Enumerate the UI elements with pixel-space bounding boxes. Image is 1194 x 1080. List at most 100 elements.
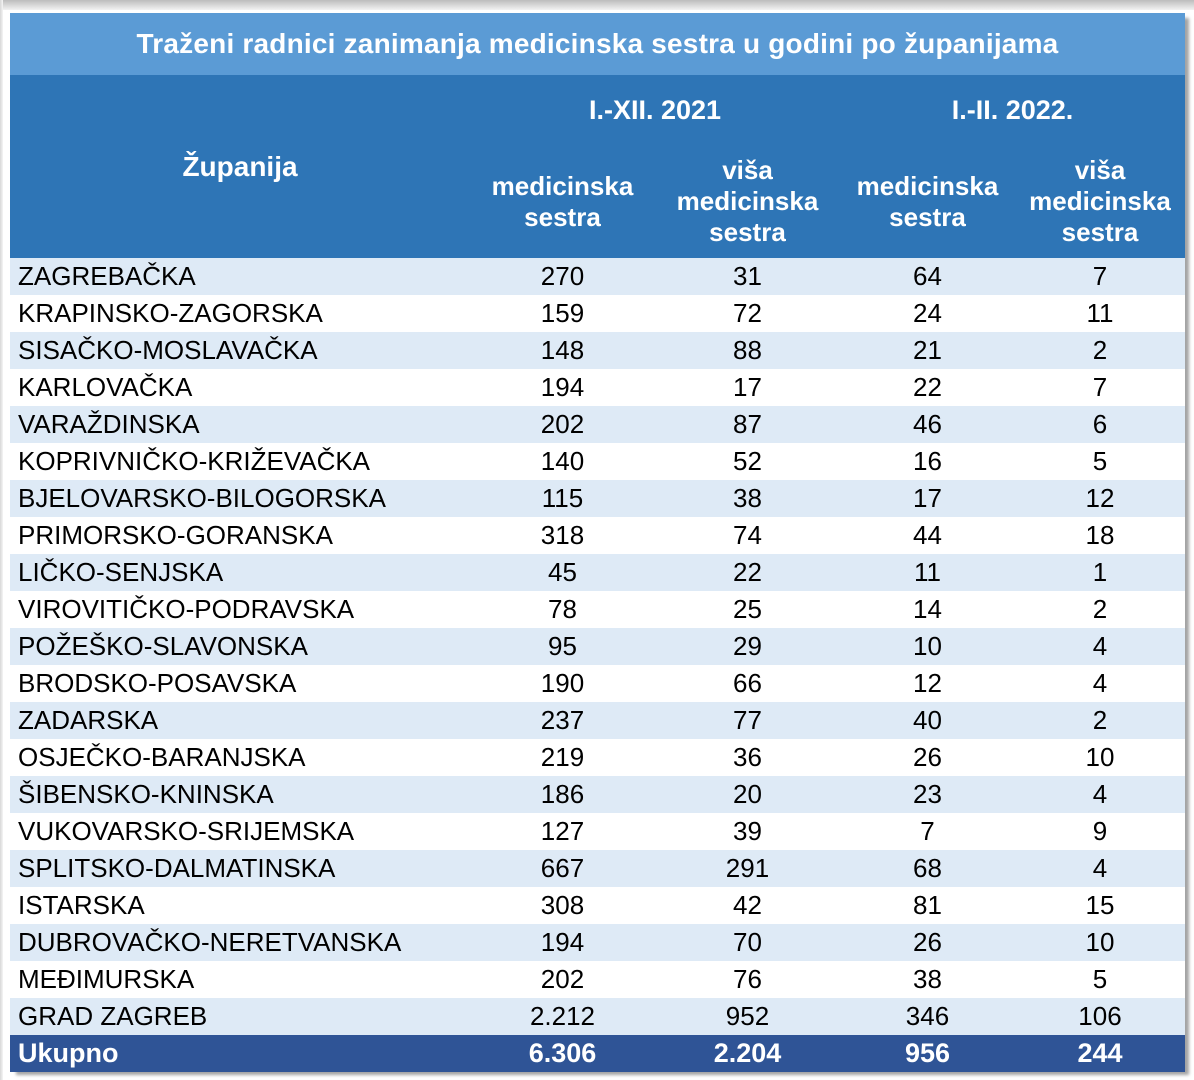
value-cell: 202 [540, 964, 585, 994]
county-name-cell: VUKOVARSKO-SRIJEMSKA [18, 816, 355, 846]
value-cell: 4 [1092, 779, 1108, 809]
value-cell: 186 [540, 779, 585, 809]
table-row: BRODSKO-POSAVSKA 190 66 12 4 [10, 665, 1185, 702]
value-cell: 88 [733, 335, 762, 365]
column-header-county: Županija [182, 150, 298, 182]
value-cell: 219 [540, 742, 585, 772]
value-cell: 15 [1085, 890, 1115, 920]
value-cell: 2 [1092, 705, 1108, 735]
value-cell: 7 [1092, 372, 1108, 402]
value-cell: 4 [1092, 668, 1108, 698]
total-row: Ukupno 6.306 2.204 956 244 [10, 1035, 1185, 1072]
value-cell: 10 [913, 631, 942, 661]
value-cell: 10 [1085, 927, 1115, 957]
value-cell: 159 [540, 298, 585, 328]
table-row: SPLITSKO-DALMATINSKA 667 291 68 4 [10, 850, 1185, 887]
value-cell: 308 [540, 890, 585, 920]
table-row: OSJEČKO-BARANJSKA 219 36 26 10 [10, 739, 1185, 776]
value-cell: 77 [733, 705, 762, 735]
value-cell: 17 [733, 372, 762, 402]
value-cell: 66 [733, 668, 762, 698]
table-row: MEĐIMURSKA 202 76 38 5 [10, 961, 1185, 998]
counties-nurses-table: Traženi radnici zanimanja medicinska ses… [10, 13, 1185, 1072]
county-name-cell: KOPRIVNIČKO-KRIŽEVAČKA [18, 446, 371, 476]
value-cell: 12 [1085, 483, 1115, 513]
column-group-2022: I.-II. 2022. [951, 94, 1074, 125]
county-name-cell: VARAŽDINSKA [18, 409, 200, 439]
value-cell: 18 [1085, 520, 1115, 550]
value-cell: 36 [733, 742, 762, 772]
value-cell: 190 [540, 668, 585, 698]
value-cell: 346 [905, 1001, 950, 1031]
value-cell: 45 [548, 557, 577, 587]
value-cell: 148 [540, 335, 585, 365]
total-label: Ukupno [18, 1038, 119, 1068]
table-row: POŽEŠKO-SLAVONSKA 95 29 10 4 [10, 628, 1185, 665]
value-cell: 25 [733, 594, 762, 624]
value-cell: 4 [1092, 853, 1108, 883]
value-cell: 16 [913, 446, 942, 476]
value-cell: 76 [733, 964, 762, 994]
value-cell: 194 [540, 372, 585, 402]
screenshot-left-edge [0, 0, 3, 1080]
value-cell: 1 [1092, 557, 1108, 587]
county-name-cell: SPLITSKO-DALMATINSKA [18, 853, 336, 883]
value-cell: 26 [913, 742, 942, 772]
county-name-cell: ZAGREBAČKA [18, 261, 196, 291]
table-row: ZADARSKA 237 77 40 2 [10, 702, 1185, 739]
value-cell: 38 [733, 483, 762, 513]
value-cell: 2 [1092, 594, 1108, 624]
value-cell: 74 [733, 520, 762, 550]
screenshot-top-edge [0, 0, 1194, 10]
value-cell: 10 [1085, 742, 1115, 772]
table-row: VUKOVARSKO-SRIJEMSKA 127 39 7 9 [10, 813, 1185, 850]
total-value-cell: 2.204 [713, 1038, 782, 1068]
value-cell: 202 [540, 409, 585, 439]
county-name-cell: POŽEŠKO-SLAVONSKA [18, 631, 308, 661]
county-name-cell: ISTARSKA [18, 890, 145, 920]
value-cell: 38 [913, 964, 942, 994]
table-row: ISTARSKA 308 42 81 15 [10, 887, 1185, 924]
value-cell: 7 [1092, 261, 1108, 291]
table-row: BJELOVARSKO-BILOGORSKA 115 38 17 12 [10, 480, 1185, 517]
total-value-cell: 244 [1077, 1038, 1123, 1068]
value-cell: 87 [733, 409, 762, 439]
column-group-2021: I.-XII. 2021 [588, 94, 722, 125]
value-cell: 127 [540, 816, 585, 846]
value-cell: 11 [1086, 298, 1114, 328]
table-row: LIČKO-SENJSKA 45 22 11 1 [10, 554, 1185, 591]
value-cell: 952 [725, 1001, 770, 1031]
county-name-cell: KARLOVAČKA [18, 372, 193, 402]
county-name-cell: LIČKO-SENJSKA [18, 557, 224, 587]
table-row: DUBROVAČKO-NERETVANSKA 194 70 26 10 [10, 924, 1185, 961]
value-cell: 44 [913, 520, 942, 550]
value-cell: 95 [548, 631, 577, 661]
table-row: PRIMORSKO-GORANSKA 318 74 44 18 [10, 517, 1185, 554]
county-name-cell: ZADARSKA [18, 705, 159, 735]
value-cell: 78 [548, 594, 577, 624]
county-name-cell: GRAD ZAGREB [18, 1001, 208, 1031]
value-cell: 31 [733, 261, 762, 291]
value-cell: 7 [920, 816, 935, 846]
value-cell: 194 [540, 927, 585, 957]
value-cell: 23 [913, 779, 942, 809]
value-cell: 9 [1092, 816, 1108, 846]
table-row: KARLOVAČKA 194 17 22 7 [10, 369, 1185, 406]
value-cell: 14 [913, 594, 942, 624]
county-name-cell: OSJEČKO-BARANJSKA [18, 742, 306, 772]
value-cell: 318 [540, 520, 585, 550]
table-row: SISAČKO-MOSLAVAČKA 148 88 21 2 [10, 332, 1185, 369]
table-row: KOPRIVNIČKO-KRIŽEVAČKA 140 52 16 5 [10, 443, 1185, 480]
value-cell: 42 [733, 890, 762, 920]
value-cell: 21 [913, 335, 942, 365]
value-cell: 26 [913, 927, 942, 957]
column-header-senior-nurse-2022: viša medicinska sestra [1029, 155, 1171, 247]
table-row: GRAD ZAGREB 2.212 952 346 106 [10, 998, 1185, 1035]
value-cell: 5 [1092, 964, 1108, 994]
county-name-cell: BJELOVARSKO-BILOGORSKA [18, 483, 386, 513]
value-cell: 29 [733, 631, 762, 661]
table-row: ZAGREBAČKA 270 31 64 7 [10, 258, 1185, 295]
county-name-cell: SISAČKO-MOSLAVAČKA [18, 335, 318, 365]
value-cell: 70 [733, 927, 762, 957]
value-cell: 667 [540, 853, 585, 883]
